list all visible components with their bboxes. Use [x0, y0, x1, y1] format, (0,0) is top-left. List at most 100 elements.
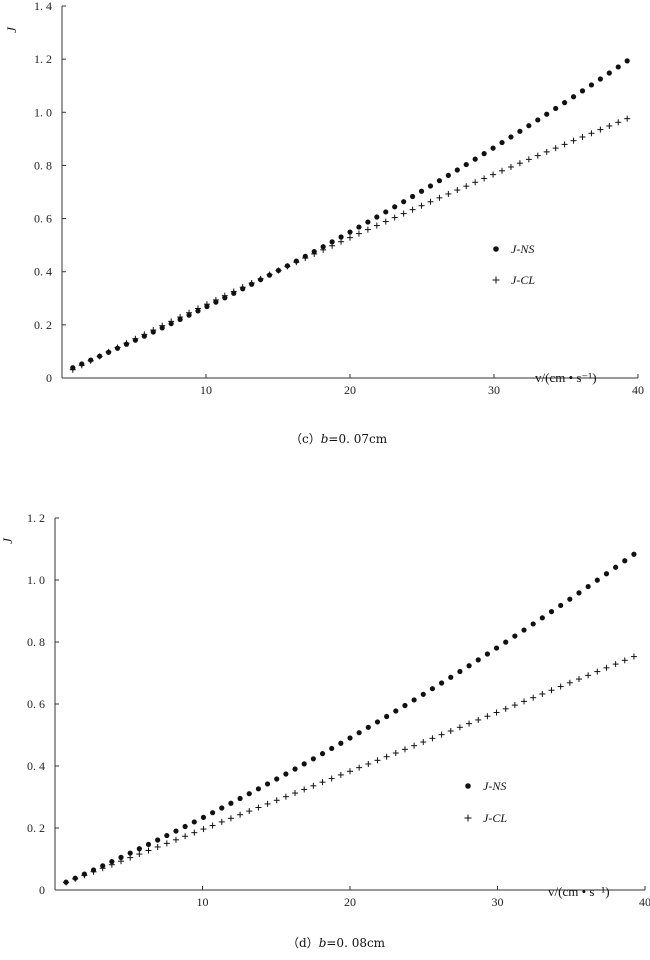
data-point-dot — [145, 841, 152, 848]
data-point-dot — [384, 713, 390, 720]
data-point-plus — [401, 746, 408, 753]
data-point-dot — [603, 571, 610, 577]
y-tick-label: 0. 4 — [34, 265, 52, 279]
data-point-dot — [219, 805, 225, 811]
data-point-plus — [78, 362, 85, 369]
data-point-plus — [320, 246, 327, 253]
y-tick-label: 1. 0 — [34, 105, 52, 119]
data-point-dot — [155, 837, 161, 843]
y-tick-label: 0. 2 — [34, 318, 52, 332]
data-point-dot — [392, 204, 398, 210]
panel-c: 0 0. 2 0. 4 0. 6 0. 8 1. 0 1. 2 1. 4 10 20 30 40 Jv/… — [4, 0, 644, 446]
data-point-plus — [108, 861, 115, 868]
x-tick-label: 10 — [197, 895, 209, 909]
x-tick-label: 20 — [344, 895, 356, 909]
data-point-dot — [109, 859, 115, 865]
series-j-ns — [63, 551, 637, 885]
data-point-dot — [553, 105, 559, 112]
data-point-dot — [393, 708, 399, 714]
data-point-dot — [319, 751, 326, 757]
data-point-plus — [63, 879, 70, 886]
data-point-plus — [420, 739, 427, 746]
data-point-plus — [284, 263, 291, 270]
data-point-dot — [579, 88, 586, 94]
data-point-plus — [383, 753, 390, 760]
data-point-dot — [237, 795, 243, 802]
legend-entry-j-ns: J-NS — [493, 242, 534, 256]
data-point-plus — [275, 267, 282, 274]
data-point-dot — [588, 82, 595, 88]
data-point-plus — [472, 179, 479, 186]
data-point-dot — [191, 819, 197, 825]
data-point-plus — [301, 786, 308, 793]
data-point-plus — [365, 760, 372, 767]
data-point-plus — [557, 683, 564, 690]
series-j-cl — [69, 115, 631, 373]
data-point-dot — [210, 810, 216, 816]
data-point-plus — [96, 353, 103, 360]
data-point-dot — [127, 850, 133, 856]
data-point-dot — [118, 854, 124, 860]
data-point-plus — [418, 202, 425, 209]
data-point-dot — [448, 674, 454, 680]
data-point-dot — [365, 219, 371, 225]
data-point-plus — [615, 119, 622, 126]
data-point-plus — [218, 818, 225, 825]
data-point-plus — [521, 698, 528, 705]
data-point-plus — [603, 664, 610, 671]
data-point-plus — [239, 284, 246, 291]
data-point-plus — [585, 672, 592, 679]
series-j-ns — [70, 58, 630, 371]
data-point-plus — [438, 731, 445, 738]
data-point-plus — [493, 709, 500, 716]
data-point-plus — [409, 206, 416, 213]
data-point-plus — [338, 238, 345, 245]
data-point-plus — [237, 811, 244, 818]
data-point-plus — [411, 742, 418, 749]
data-point-plus — [328, 775, 335, 782]
data-point-dot — [401, 199, 407, 205]
series-j-cl — [63, 653, 637, 886]
data-point-plus — [246, 808, 253, 815]
data-point-plus — [499, 167, 506, 174]
data-point-plus — [248, 280, 255, 287]
data-point-dot — [246, 791, 252, 797]
data-point-plus — [466, 720, 473, 727]
data-point-plus — [606, 122, 613, 129]
legend-label: J-CL — [511, 273, 535, 287]
data-point-dot — [338, 234, 344, 240]
data-point-dot — [526, 123, 532, 129]
data-point-plus — [516, 160, 523, 167]
data-point-plus — [347, 234, 353, 241]
legend-entry-j-cl: J-CL — [492, 273, 535, 287]
data-point-plus — [579, 133, 586, 140]
data-point-plus — [507, 163, 514, 170]
data-point-plus — [182, 833, 189, 840]
data-point-plus — [429, 735, 436, 742]
data-point-dot — [356, 730, 362, 736]
data-point-plus — [145, 847, 152, 854]
data-point-plus — [81, 872, 88, 879]
data-point-plus — [118, 858, 125, 865]
data-point-dot — [624, 58, 630, 64]
data-point-plus — [534, 152, 541, 159]
legend-plus-marker — [464, 814, 472, 822]
data-point-dot — [484, 651, 490, 657]
legend-dot-marker — [493, 246, 499, 252]
data-point-dot — [320, 244, 326, 250]
data-point-plus — [347, 768, 353, 775]
data-point-dot — [475, 657, 481, 663]
data-point-dot — [411, 697, 417, 703]
data-point-plus — [273, 797, 280, 804]
data-point-plus — [293, 259, 300, 266]
data-point-plus — [311, 250, 318, 257]
data-point-plus — [227, 815, 234, 822]
data-point-plus — [302, 255, 309, 262]
data-point-plus — [502, 705, 509, 712]
data-point-plus — [337, 771, 344, 778]
data-point-dot — [338, 740, 344, 746]
data-point-dot — [329, 745, 335, 752]
data-point-plus — [172, 836, 179, 843]
data-point-plus — [552, 145, 559, 152]
